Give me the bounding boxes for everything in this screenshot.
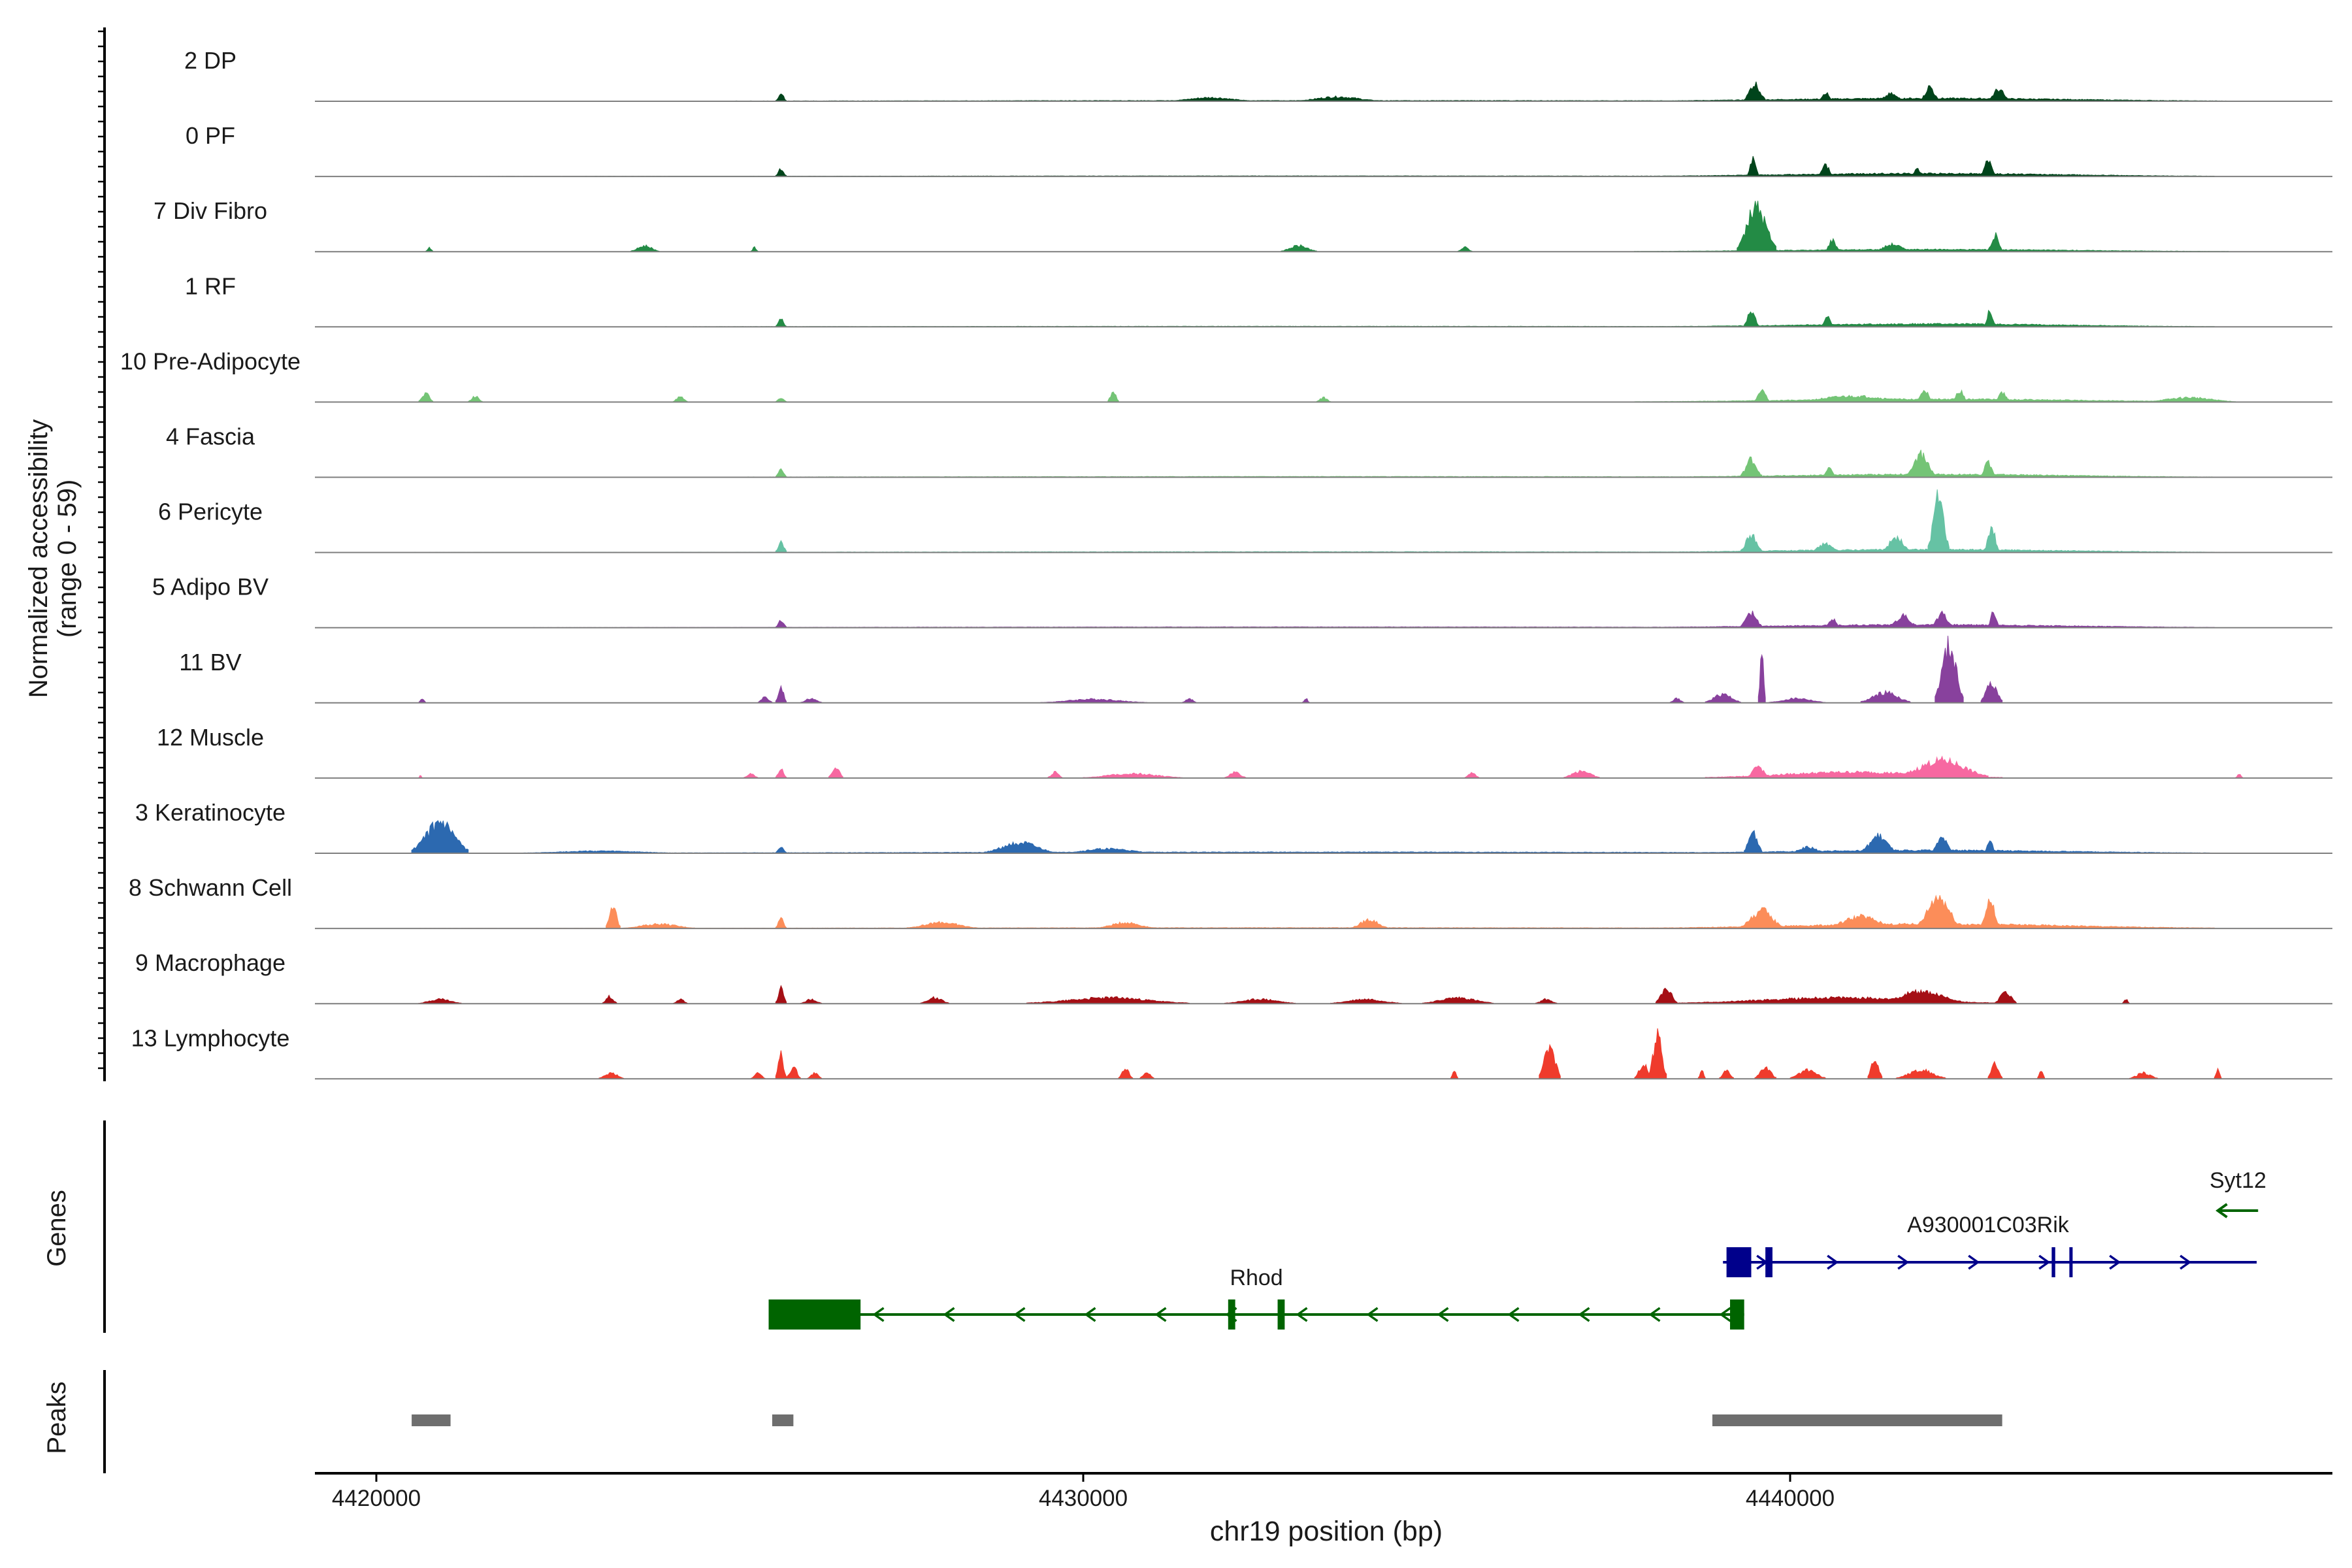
track-1-rf: 1 RF bbox=[185, 272, 2332, 328]
track-7-div-fibro: 7 Div Fibro bbox=[154, 197, 2332, 253]
coverage-area bbox=[404, 449, 2229, 478]
y-axis-label-line2: (range 0 - 59) bbox=[53, 480, 82, 638]
exon bbox=[768, 1299, 861, 1330]
gene-a930001c03rik: A930001C03Rik bbox=[1723, 1213, 2257, 1277]
gene-label: Syt12 bbox=[2210, 1168, 2266, 1193]
track-label: 11 BV bbox=[179, 649, 241, 676]
x-axis: chr19 position (bp) 4420000 4430000 444000… bbox=[315, 1472, 2332, 1547]
coverage-area bbox=[404, 610, 2229, 629]
track-13-lymphocyte: 13 Lymphocyte bbox=[131, 1024, 2332, 1080]
coverage-area bbox=[598, 1028, 2222, 1079]
strand-chevron bbox=[2109, 1254, 2121, 1270]
track-2-dp: 2 DP bbox=[184, 47, 2332, 102]
strand-chevron bbox=[2180, 1254, 2192, 1270]
exon bbox=[1765, 1247, 1772, 1277]
strand-arrow-head bbox=[2215, 1203, 2228, 1218]
strand-chevron bbox=[1648, 1307, 1661, 1322]
genes-panel-label: Genes bbox=[42, 1190, 71, 1267]
strand-chevron bbox=[1507, 1307, 1520, 1322]
strand-chevron bbox=[2038, 1254, 2051, 1270]
strand-chevron bbox=[1827, 1254, 1839, 1270]
track-8-schwann-cell: 8 Schwann Cell bbox=[129, 874, 2332, 930]
track-label: 10 Pre-Adipocyte bbox=[120, 348, 301, 374]
x-tick-label: 4440000 bbox=[1746, 1486, 1835, 1511]
coverage-tracks: 2 DP 0 PF 7 Div Fibro 1 RF 10 Pre-Adipocyte 4… bbox=[120, 47, 2332, 1080]
exon bbox=[1726, 1247, 1752, 1277]
coverage-area bbox=[418, 755, 2243, 779]
exon bbox=[1228, 1299, 1235, 1330]
exon bbox=[1277, 1299, 1285, 1330]
coverage-area bbox=[418, 985, 2130, 1004]
track-0-pf: 0 PF bbox=[186, 122, 2332, 178]
track-label: 3 Keratinocyte bbox=[135, 799, 286, 826]
gene-label: Rhod bbox=[1230, 1266, 1282, 1290]
strand-chevron bbox=[1366, 1307, 1379, 1322]
strand-chevron bbox=[1437, 1307, 1449, 1322]
peaks-panel: Peaks bbox=[42, 1370, 2002, 1473]
track-12-muscle: 12 Muscle bbox=[157, 724, 2332, 779]
x-tick-label: 4420000 bbox=[332, 1486, 421, 1511]
track-label: 9 Macrophage bbox=[135, 949, 286, 976]
strand-chevron bbox=[1968, 1254, 1980, 1270]
track-3-keratinocyte: 3 Keratinocyte bbox=[135, 799, 2332, 854]
coverage-area bbox=[418, 636, 2003, 704]
track-label: 12 Muscle bbox=[157, 724, 264, 751]
coverage-area bbox=[404, 489, 2229, 553]
track-9-macrophage: 9 Macrophage bbox=[135, 949, 2332, 1005]
exon bbox=[1730, 1299, 1744, 1330]
track-label: 0 PF bbox=[186, 122, 235, 149]
track-10-pre-adipocyte: 10 Pre-Adipocyte bbox=[120, 348, 2332, 403]
strand-chevron bbox=[1578, 1307, 1590, 1322]
peaks-panel-label: Peaks bbox=[42, 1381, 71, 1454]
track-5-adipo-bv: 5 Adipo BV bbox=[152, 574, 2332, 629]
strand-chevron bbox=[1154, 1307, 1167, 1322]
coverage-area bbox=[404, 81, 2229, 102]
strand-chevron bbox=[1296, 1307, 1308, 1322]
track-label: 2 DP bbox=[184, 47, 237, 74]
strand-chevron bbox=[1719, 1307, 1731, 1322]
coverage-area bbox=[425, 201, 2229, 252]
coverage-area bbox=[404, 894, 2229, 929]
strand-chevron bbox=[1897, 1254, 1910, 1270]
exon bbox=[2051, 1247, 2055, 1277]
genes-panel: Genes Rhod A930001C03Rik Syt12 bbox=[42, 1120, 2266, 1333]
track-label: 5 Adipo BV bbox=[152, 574, 269, 600]
peak-region bbox=[412, 1414, 451, 1426]
coverage-area bbox=[404, 309, 2229, 327]
gene-syt12: Syt12 bbox=[2210, 1168, 2266, 1218]
track-label: 4 Fascia bbox=[166, 423, 255, 450]
coverage-area bbox=[418, 389, 2236, 402]
track-label: 7 Div Fibro bbox=[154, 197, 267, 224]
track-4-fascia: 4 Fascia bbox=[166, 423, 2332, 478]
strand-chevron bbox=[943, 1307, 955, 1322]
track-11-bv: 11 BV bbox=[179, 636, 2332, 704]
strand-chevron bbox=[1013, 1307, 1026, 1322]
track-label: 6 Pericyte bbox=[158, 498, 263, 525]
track-label: 13 Lymphocyte bbox=[131, 1024, 290, 1051]
x-axis-label: chr19 position (bp) bbox=[1210, 1516, 1443, 1547]
track-label: 1 RF bbox=[185, 272, 236, 299]
track-label: 8 Schwann Cell bbox=[129, 874, 292, 901]
coverage-area bbox=[404, 820, 2229, 854]
strand-chevron bbox=[872, 1307, 885, 1322]
x-tick-label: 4430000 bbox=[1039, 1486, 1128, 1511]
peak-region bbox=[1712, 1414, 2002, 1426]
coverage-y-axis: Normalized accessibility (range 0 - 59) bbox=[24, 27, 106, 1081]
coverage-area bbox=[404, 155, 2229, 177]
gene-label: A930001C03Rik bbox=[1907, 1213, 2070, 1237]
exon bbox=[2069, 1247, 2073, 1277]
gene-rhod: Rhod bbox=[768, 1266, 1744, 1330]
strand-chevron bbox=[1084, 1307, 1096, 1322]
track-6-pericyte: 6 Pericyte bbox=[158, 489, 2332, 553]
y-axis-label-line1: Normalized accessibility bbox=[24, 419, 53, 698]
peak-region bbox=[772, 1414, 794, 1426]
